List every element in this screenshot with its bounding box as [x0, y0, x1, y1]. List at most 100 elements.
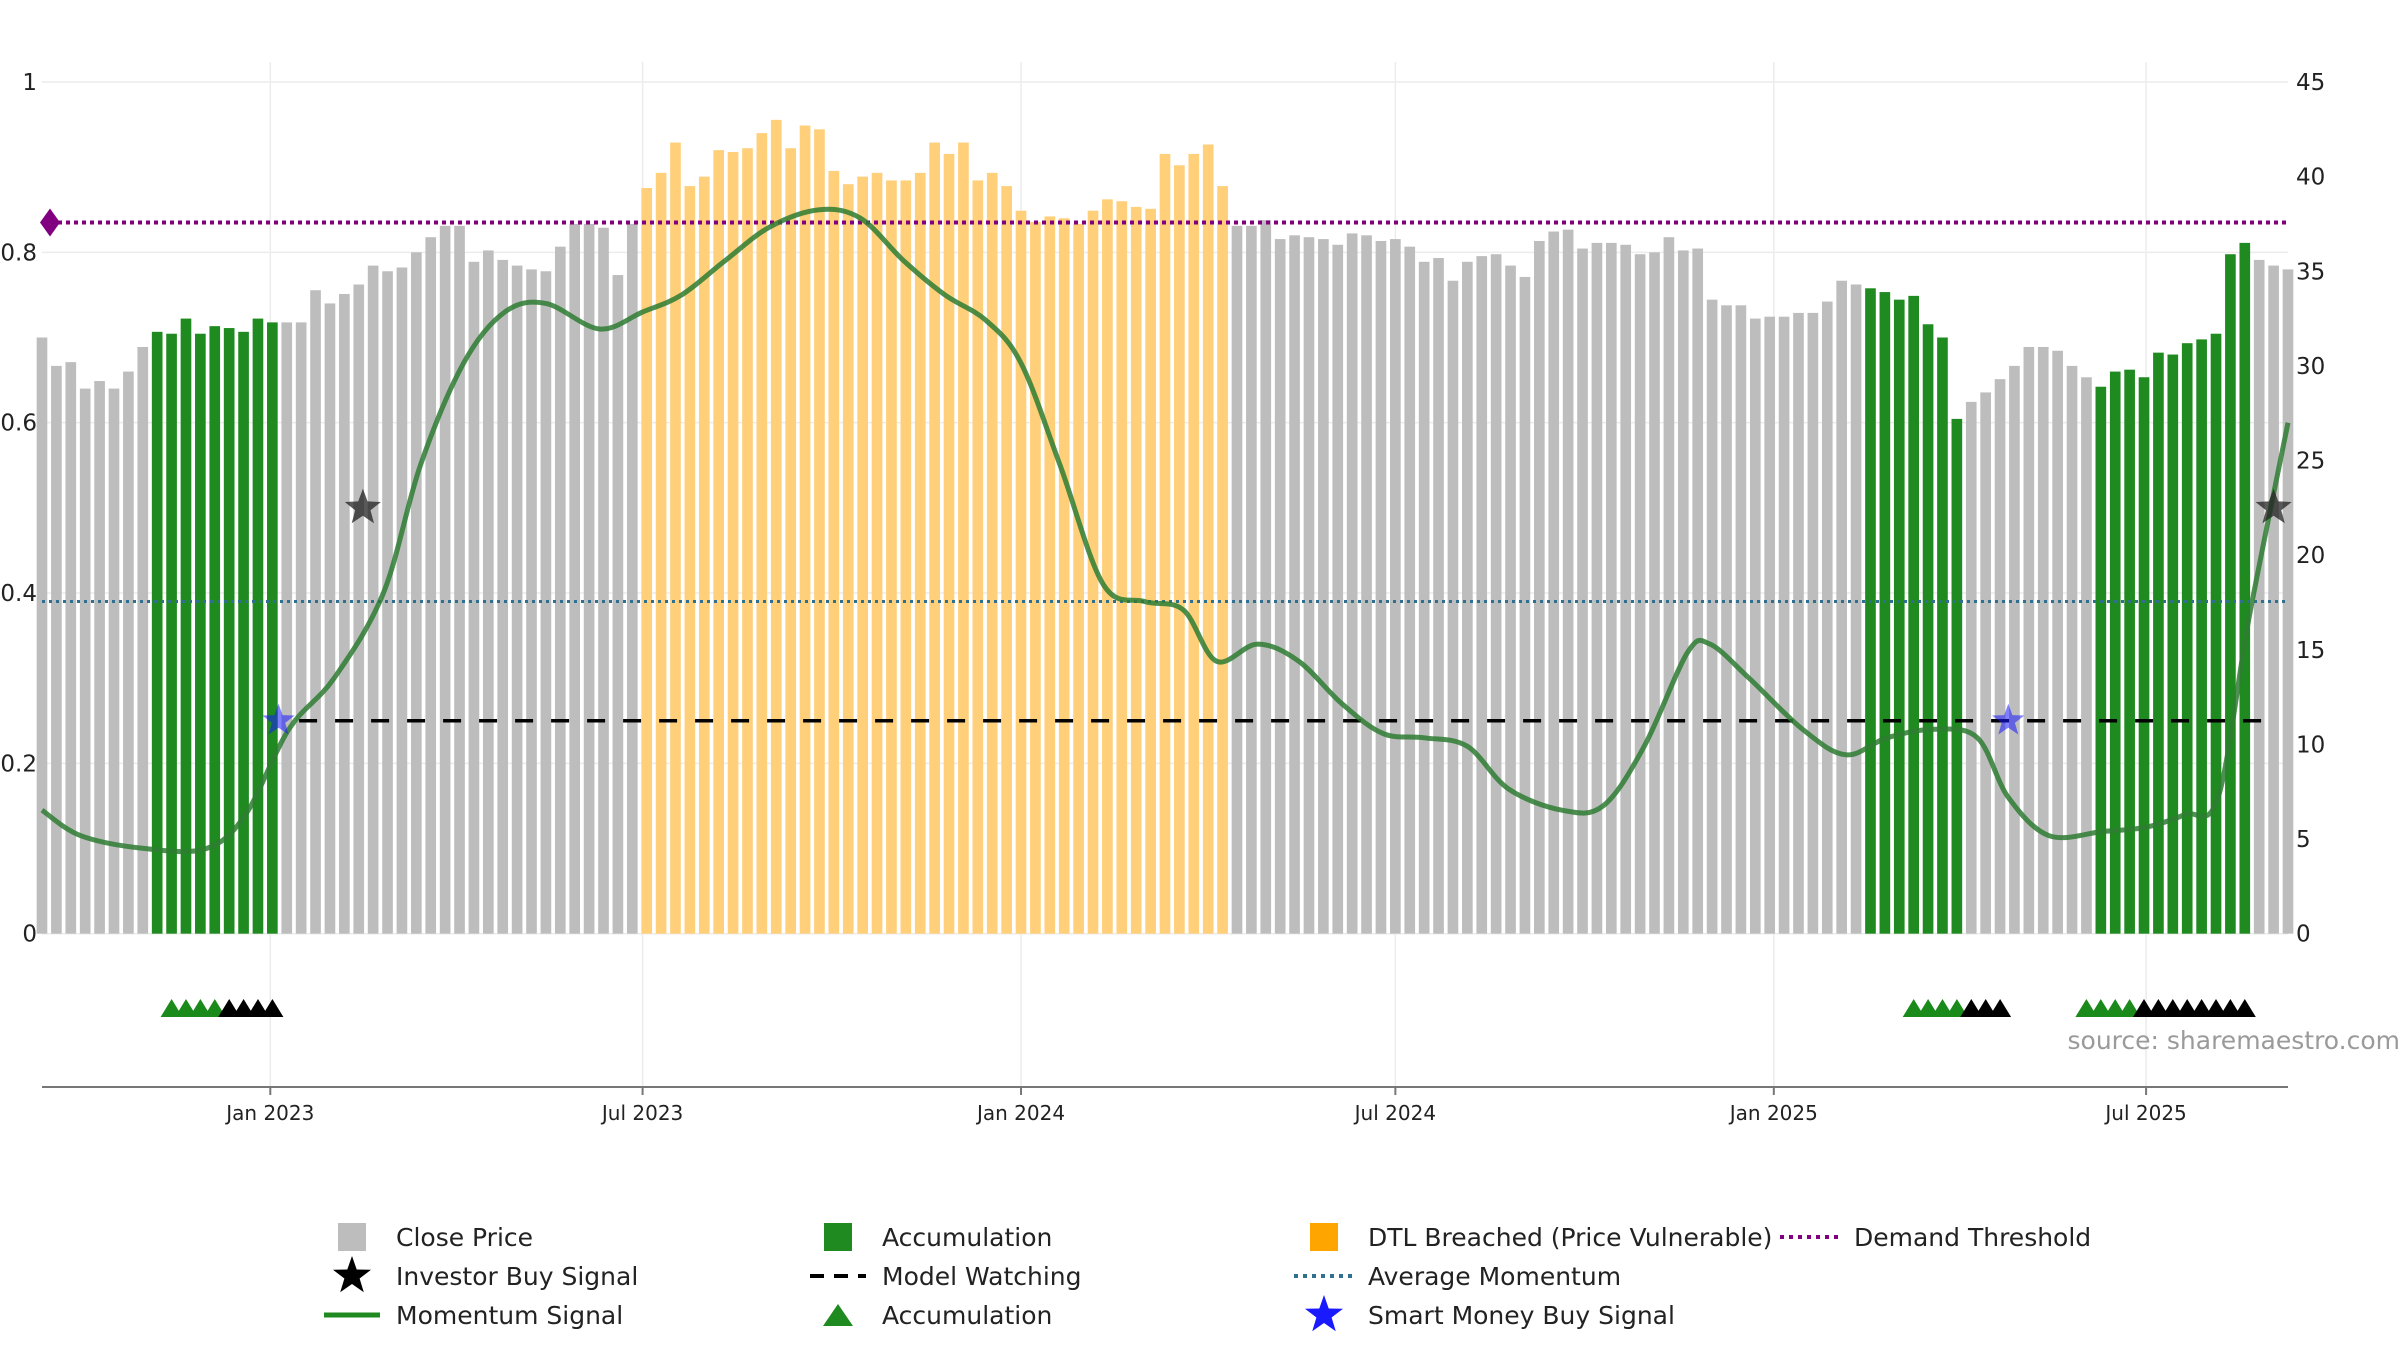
legend-label: Accumulation [882, 1223, 1052, 1252]
bar-dtl [770, 119, 782, 934]
bar-dtl [799, 125, 811, 934]
bar-dtl [943, 153, 955, 934]
accumulation-triangle [2161, 999, 2184, 1017]
bar-close [2052, 350, 2063, 934]
accumulation-triangle [261, 999, 284, 1017]
bar-close [1591, 242, 1603, 934]
x-tick-label: Jan 2025 [1728, 1101, 1818, 1125]
bar-dtl [958, 142, 969, 934]
bar-close [310, 290, 321, 934]
accumulation-triangle [1917, 999, 1940, 1017]
bar-close [425, 237, 437, 934]
bar-close [79, 388, 91, 934]
accumulation-triangle [1974, 999, 1997, 1017]
legend-item: Smart Money Buy Signal [1305, 1295, 1675, 1332]
bar-dtl [1188, 153, 1200, 934]
accumulation-triangle [1931, 999, 1954, 1017]
bar-close [2282, 269, 2294, 934]
bar-close [1821, 301, 1833, 934]
bar-dtl [742, 148, 753, 934]
bar-close [108, 388, 120, 934]
bar-accumulation [2124, 369, 2135, 934]
bar-accumulation [1893, 299, 1905, 934]
bar-accumulation [2109, 371, 2121, 934]
y-right-tick-label: 0 [2296, 922, 2311, 948]
investor-buy-star [344, 488, 381, 524]
bar-dtl [1001, 186, 1012, 934]
x-tick-label: Jul 2024 [1353, 1101, 1436, 1125]
bar-close [1692, 248, 1704, 934]
bar-accumulation [2095, 386, 2107, 934]
bar-dtl [1087, 210, 1099, 934]
bar-close [65, 362, 77, 934]
bar-close [1663, 237, 1675, 934]
bar-dtl [684, 186, 696, 934]
bar-accumulation [223, 328, 235, 934]
bar-accumulation [180, 318, 192, 934]
bar-accumulation [1865, 288, 1876, 934]
bar-accumulation [238, 331, 249, 934]
legend-item: Average Momentum [1294, 1262, 1621, 1291]
bar-accumulation [2181, 343, 2193, 934]
accumulation-triangle [218, 999, 241, 1017]
bar-dtl [1217, 186, 1228, 934]
legend-item: Model Watching [810, 1262, 1082, 1291]
momentum-line [40, 206, 2291, 855]
bar-close [540, 271, 552, 934]
bar-close [137, 346, 149, 934]
bar-close [1749, 318, 1761, 934]
accumulation-triangle [2233, 999, 2256, 1017]
legend-swatch [824, 1223, 852, 1251]
accumulation-triangle [2147, 999, 2170, 1017]
bar-dtl [1015, 210, 1027, 934]
accumulation-triangle [2075, 999, 2098, 1017]
legend-triangle [823, 1304, 853, 1326]
accumulation-triangle [2176, 999, 2199, 1017]
investor-buy-star [2255, 488, 2292, 524]
bar-dtl [929, 142, 940, 934]
bar-dtl [857, 176, 868, 934]
y-right-tick-label: 20 [2296, 543, 2325, 569]
bar-dtl [972, 180, 984, 934]
bar-dtl [900, 180, 912, 934]
bar-close [569, 223, 581, 934]
bar-close [1361, 235, 1372, 934]
legend-item: Accumulation [824, 1223, 1052, 1252]
bar-close [281, 322, 293, 934]
legend-swatch [338, 1223, 366, 1251]
accumulation-triangle [247, 999, 269, 1017]
bar-close [2081, 377, 2092, 934]
bar-accumulation [1879, 292, 1891, 934]
accumulation-triangle [1989, 999, 2012, 1017]
bar-close [2268, 265, 2279, 934]
legend-label: Close Price [396, 1223, 533, 1252]
bar-close [2037, 346, 2049, 934]
bar-close [1850, 284, 1862, 934]
bar-close [1462, 261, 1473, 934]
y-left-tick-label: 0 [22, 922, 37, 948]
bar-close [1994, 379, 2006, 934]
bar-close [1433, 258, 1444, 934]
bar-close [123, 371, 134, 934]
bar-accumulation [151, 331, 163, 934]
bar-close [1836, 280, 1847, 934]
legend: Close Price Investor Buy Signal Momentum S… [324, 1223, 2091, 1332]
bar-accumulation [166, 333, 177, 934]
bar-close [1246, 225, 1257, 934]
legend-star [1305, 1295, 1343, 1332]
bar-accumulation [209, 326, 221, 934]
bar-close [324, 303, 336, 934]
y-right-tick-label: 45 [2296, 70, 2325, 96]
bar-close [1390, 239, 1401, 934]
bar-accumulation [2153, 352, 2164, 934]
bar-accumulation [2167, 354, 2179, 934]
bar-accumulation [2225, 254, 2236, 934]
bar-accumulation [1937, 337, 1948, 934]
bar-close [1634, 254, 1646, 934]
bar-dtl [1030, 222, 1041, 934]
bar-close [1965, 401, 1977, 934]
bar-dtl [1130, 206, 1142, 934]
y-right-tick-label: 5 [2296, 827, 2311, 853]
bar-close [1346, 233, 1358, 934]
legend-item: Momentum Signal [324, 1301, 623, 1330]
